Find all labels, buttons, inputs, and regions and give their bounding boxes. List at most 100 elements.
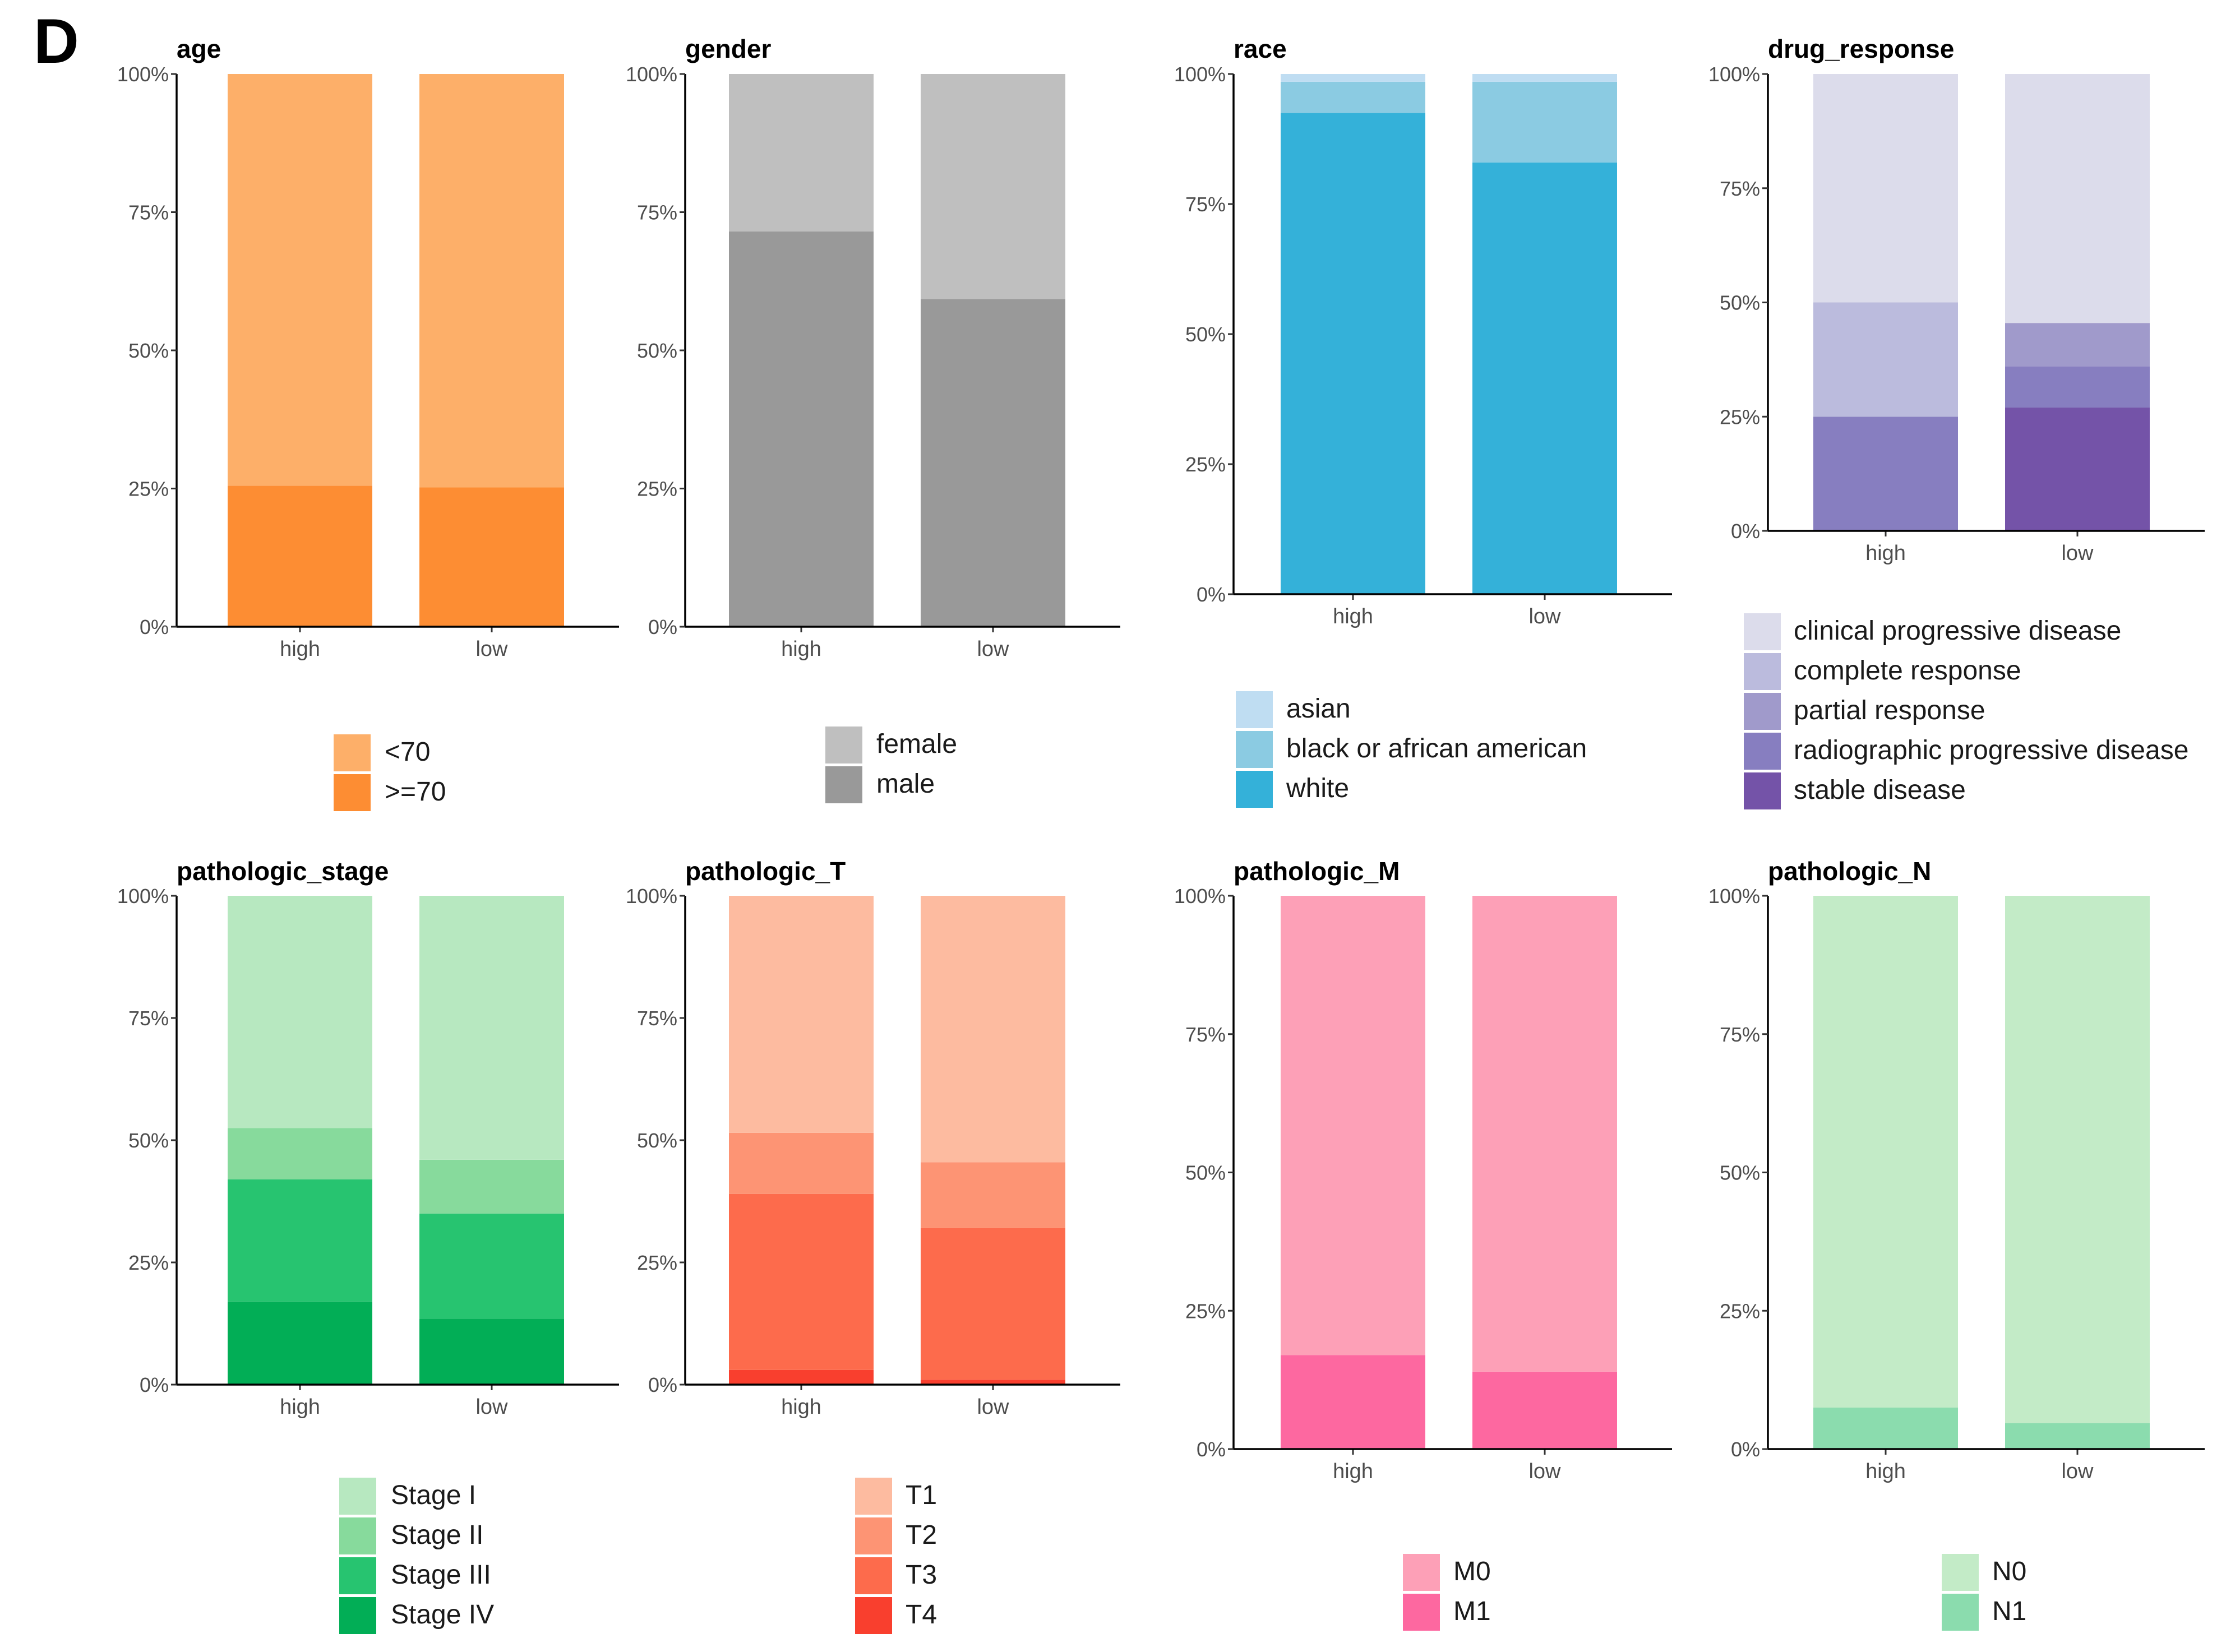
legend-label: black or african american — [1286, 734, 1587, 763]
chart-title: age — [177, 34, 221, 63]
bar-pathologic_stage-high-Stage III — [228, 1179, 372, 1302]
bar-age-high->=70 — [228, 485, 372, 627]
chart-title: drug_response — [1768, 34, 1954, 63]
y-tick-label: 0% — [1197, 1438, 1226, 1461]
x-tick-label: low — [977, 637, 1009, 661]
bar-pathologic_stage-low-Stage I — [419, 896, 564, 1160]
y-tick-label: 0% — [1731, 1438, 1760, 1461]
chart-title: pathologic_stage — [177, 857, 389, 886]
bar-age-high-<70 — [228, 74, 372, 486]
legend-label: Stage I — [391, 1480, 476, 1510]
y-tick-label: 100% — [1708, 63, 1760, 86]
bar-pathologic_T-low-T4 — [921, 1380, 1065, 1385]
legend-label: white — [1286, 774, 1349, 803]
y-tick-label: 25% — [1720, 1299, 1760, 1322]
legend-swatch-female — [825, 726, 862, 763]
x-tick-label: low — [1528, 605, 1561, 628]
legend-swatch->=70 — [334, 774, 371, 811]
legend-swatch-partial response — [1744, 693, 1781, 730]
charts-container: age high low 0% 25% 50% 75% 100% <70 >=70 gender hi… — [117, 34, 2205, 1634]
legend-swatch-radiographic progressive disease — [1744, 733, 1781, 770]
x-tick-label: low — [977, 1395, 1009, 1419]
bar-pathologic_T-high-T4 — [729, 1369, 874, 1385]
legend-label: partial response — [1794, 696, 1985, 725]
legend-swatch-black or african american — [1236, 731, 1273, 768]
y-tick-label: 0% — [648, 616, 677, 638]
bar-race-low-asian — [1472, 74, 1617, 82]
y-tick-label: 100% — [1174, 63, 1226, 86]
legend-label: clinical progressive disease — [1794, 616, 2121, 646]
bar-gender-high-female — [729, 74, 874, 232]
bar-pathologic_stage-high-Stage I — [228, 896, 372, 1128]
y-tick-label: 50% — [637, 1129, 677, 1152]
bar-race-high-asian — [1281, 74, 1425, 82]
legend-swatch-M1 — [1403, 1594, 1440, 1631]
legend-label: T4 — [906, 1600, 937, 1630]
legend-swatch-<70 — [334, 734, 371, 771]
legend-swatch-T4 — [855, 1597, 892, 1634]
bar-pathologic_N-low-N0 — [2005, 896, 2150, 1423]
chart-title: pathologic_T — [685, 857, 846, 886]
y-tick-label: 75% — [1720, 177, 1760, 200]
bar-pathologic_stage-low-Stage III — [419, 1213, 564, 1319]
legend-label: T1 — [906, 1480, 937, 1510]
bar-pathologic_N-low-N1 — [2005, 1423, 2150, 1449]
y-tick-label: 75% — [128, 1007, 169, 1030]
bar-race-low-white — [1472, 162, 1617, 594]
legend-swatch-male — [825, 766, 862, 803]
chart-age: age high low 0% 25% 50% 75% 100% <70 >=70 — [117, 34, 619, 811]
y-tick-label: 50% — [1720, 1162, 1760, 1184]
y-tick-label: 25% — [128, 1251, 169, 1274]
legend-swatch-stable disease — [1744, 772, 1781, 809]
legend-label: M1 — [1453, 1597, 1491, 1626]
legend-label: male — [876, 769, 935, 799]
bar-pathologic_M-low-M0 — [1472, 896, 1617, 1372]
chart-title: pathologic_M — [1234, 857, 1400, 886]
legend-swatch-N0 — [1942, 1554, 1979, 1591]
bar-drug_response-high-clinical progressive disease — [1813, 74, 1958, 303]
bar-pathologic_T-low-T2 — [921, 1162, 1065, 1228]
legend-swatch-white — [1236, 771, 1273, 808]
y-tick-label: 100% — [626, 885, 677, 908]
y-tick-label: 75% — [128, 201, 169, 224]
legend-swatch-clinical progressive disease — [1744, 613, 1781, 650]
x-tick-label: low — [2061, 1460, 2094, 1483]
bar-drug_response-low-radiographic progressive disease — [2005, 366, 2150, 408]
legend-swatch-Stage I — [339, 1478, 376, 1515]
chart-race: race high low 0% 25% 50% 75% 100% asian black or … — [1174, 34, 1672, 808]
bar-pathologic_N-high-N1 — [1813, 1407, 1958, 1449]
y-tick-label: 100% — [117, 63, 169, 86]
y-tick-label: 0% — [140, 616, 169, 638]
y-tick-label: 25% — [1185, 453, 1226, 476]
bar-gender-high-male — [729, 232, 874, 627]
bar-race-low-black or african american — [1472, 81, 1617, 163]
bar-pathologic_M-low-M1 — [1472, 1371, 1617, 1449]
y-tick-label: 100% — [1708, 885, 1760, 908]
legend-swatch-Stage IV — [339, 1597, 376, 1634]
x-tick-label: high — [1333, 1460, 1373, 1483]
x-tick-label: high — [781, 637, 821, 661]
chart-title: race — [1234, 34, 1287, 63]
legend-swatch-M0 — [1403, 1554, 1440, 1591]
legend-label: Stage II — [391, 1520, 483, 1550]
x-tick-label: high — [280, 637, 320, 661]
y-tick-label: 75% — [637, 1007, 677, 1030]
x-tick-label: low — [2061, 542, 2094, 565]
y-tick-label: 25% — [1720, 405, 1760, 428]
y-tick-label: 75% — [637, 201, 677, 224]
y-tick-label: 50% — [1185, 1162, 1226, 1184]
bar-pathologic_stage-low-Stage II — [419, 1159, 564, 1214]
y-tick-label: 50% — [1185, 323, 1226, 346]
bar-pathologic_stage-low-Stage IV — [419, 1318, 564, 1385]
legend-label: T3 — [906, 1560, 937, 1590]
y-tick-label: 100% — [117, 885, 169, 908]
bar-pathologic_stage-high-Stage IV — [228, 1301, 372, 1385]
legend-swatch-Stage III — [339, 1557, 376, 1594]
legend-swatch-complete response — [1744, 653, 1781, 690]
bar-pathologic_stage-high-Stage II — [228, 1128, 372, 1179]
legend-label: N1 — [1992, 1597, 2026, 1626]
